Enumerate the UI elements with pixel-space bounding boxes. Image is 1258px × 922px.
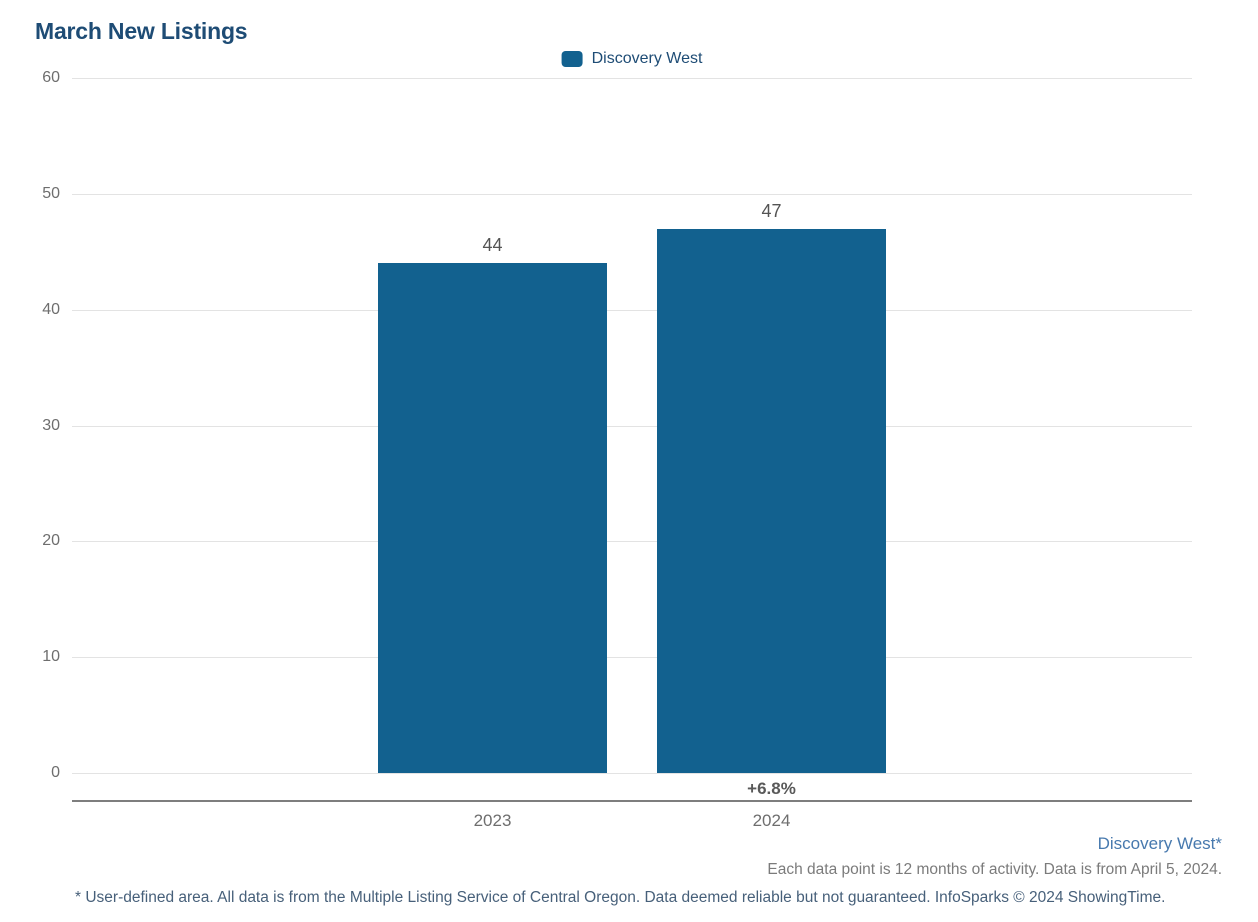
- bar-2023[interactable]: [378, 263, 607, 773]
- footer-data-note: Each data point is 12 months of activity…: [767, 861, 1222, 878]
- plot-area: 44 47: [72, 78, 1192, 774]
- y-axis-tick-label: 40: [42, 300, 60, 318]
- legend-swatch-icon: [561, 51, 583, 67]
- gridline-y-50: [72, 193, 1192, 195]
- change-percent-label: +6.8%: [747, 779, 796, 798]
- gridline-y-60: [72, 78, 1192, 79]
- y-axis-tick-label: 10: [42, 648, 60, 666]
- gridline-y-0: [72, 773, 1192, 774]
- x-axis-tick-label-2023: 2023: [473, 811, 512, 830]
- bar-value-label-2024: 47: [761, 200, 782, 221]
- legend-label: Discovery West: [591, 50, 703, 67]
- y-axis-tick-label: 60: [42, 69, 60, 86]
- gridline-y-20: [72, 541, 1192, 543]
- footer-disclaimer: * User-defined area. All data is from th…: [75, 889, 1166, 906]
- gridline-y-10: [72, 657, 1192, 659]
- bar-value-label-2023: 44: [482, 235, 503, 256]
- y-axis-tick-label: 20: [42, 532, 60, 550]
- y-axis-tick-label: 50: [42, 184, 60, 202]
- x-axis-tick-label-2024: 2024: [752, 811, 791, 830]
- gridline-y-40: [72, 309, 1192, 311]
- y-axis-tick-label: 30: [42, 416, 60, 434]
- x-axis-line: [72, 800, 1192, 802]
- chart-title: March New Listings: [35, 18, 248, 44]
- y-axis-tick-label: 0: [51, 764, 60, 781]
- gridline-y-30: [72, 425, 1192, 427]
- bar-2024[interactable]: [657, 228, 886, 773]
- footer-series-note: Discovery West*: [1097, 834, 1222, 853]
- legend[interactable]: Discovery West: [561, 50, 703, 68]
